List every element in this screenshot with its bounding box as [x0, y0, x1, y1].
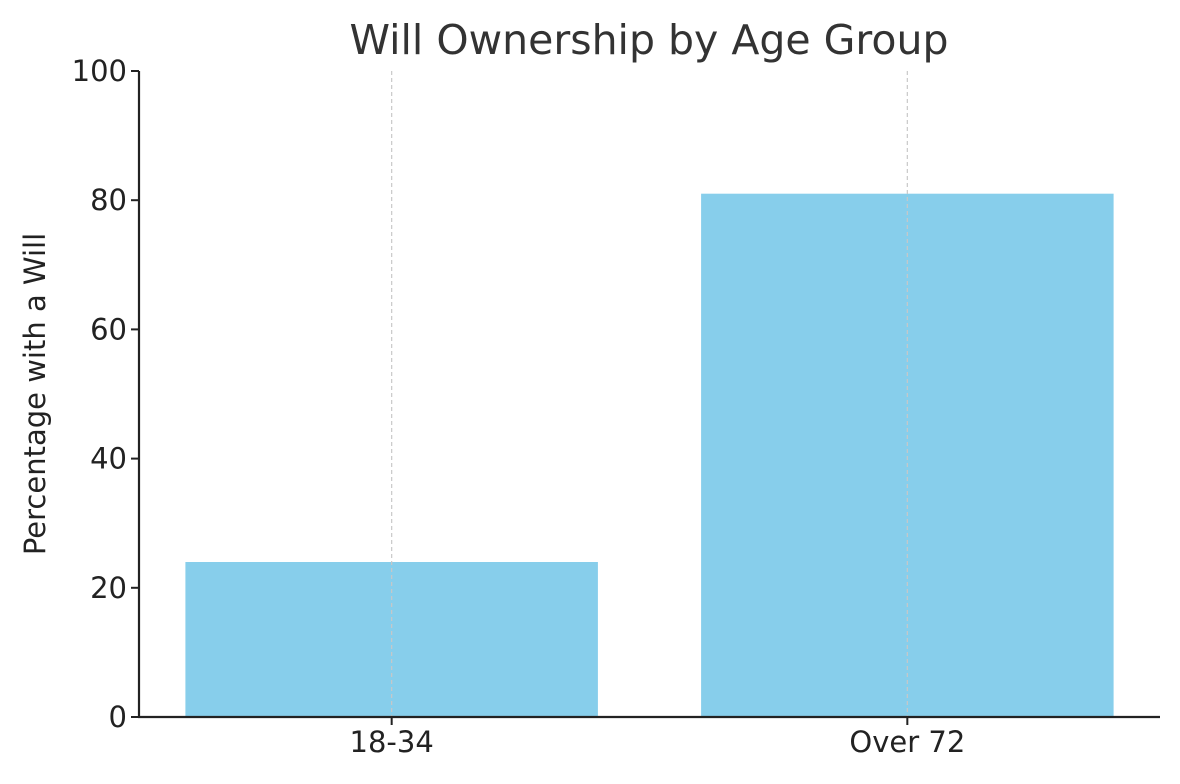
y-tick-label-80: 80 [90, 183, 127, 217]
x-tick-label-0: 18-34 [350, 725, 434, 759]
y-tick-label-40: 40 [90, 442, 127, 476]
gridlines [391, 71, 908, 717]
chart-title: Will Ownership by Age Group [350, 16, 949, 64]
y-tick-label-0: 0 [109, 700, 127, 734]
axes [137, 71, 1160, 719]
y-tick-label-60: 60 [90, 312, 127, 346]
y-tick-label-20: 20 [90, 571, 127, 605]
bars [185, 193, 1114, 717]
bar-over-72 [701, 193, 1114, 717]
ticks: 0 20 40 60 80 100 18-34 Over 72 [72, 54, 966, 759]
x-tick-label-1: Over 72 [849, 725, 965, 759]
y-tick-label-100: 100 [72, 54, 127, 88]
y-axis-label: Percentage with a Will [18, 233, 52, 555]
